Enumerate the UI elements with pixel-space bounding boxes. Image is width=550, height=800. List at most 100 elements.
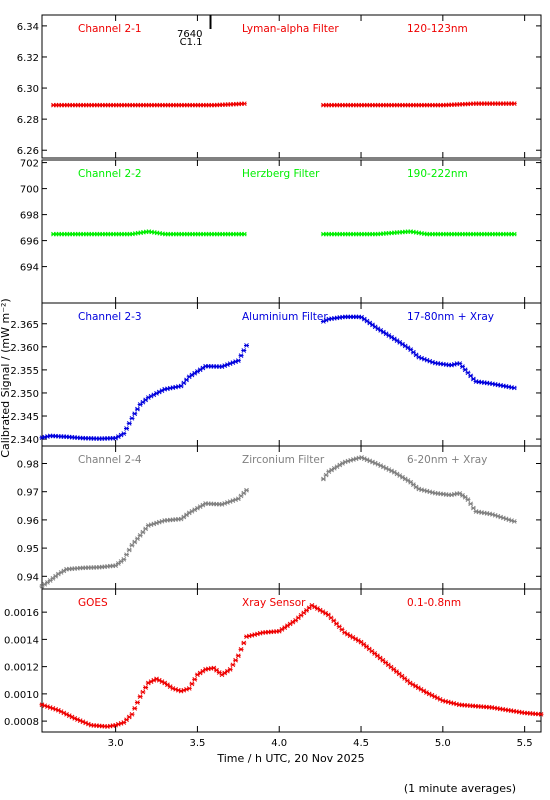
data-point xyxy=(230,662,236,668)
panel-filter-name: Herzberg Filter xyxy=(242,168,320,180)
data-point xyxy=(39,583,45,589)
data-series xyxy=(39,455,517,589)
panel-band: 0.1-0.8nm xyxy=(407,597,461,609)
y-tick-label: 6.34 xyxy=(17,22,39,33)
panel-goes: 0.0008 0.0010 0.0012 0.0014 0.0016 GOES Xray S… xyxy=(4,588,544,733)
panel-frame xyxy=(41,445,542,590)
y-tick-label: 0.0012 xyxy=(4,663,39,674)
data-point xyxy=(140,529,146,535)
panel-channel-name: Channel 2-2 xyxy=(78,168,142,180)
data-point xyxy=(244,343,250,348)
x-axis-ticks: 3.0 3.5 4.0 4.5 5.0 5.5 xyxy=(108,738,533,749)
data-point xyxy=(511,101,517,106)
flare-marker-id: 7640 xyxy=(177,29,202,40)
data-point xyxy=(241,231,247,237)
data-point xyxy=(137,533,143,538)
data-point xyxy=(134,700,140,705)
y-tick-label: 0.0016 xyxy=(4,608,39,619)
x-tick-label: 4.0 xyxy=(271,738,287,749)
data-point xyxy=(511,385,517,391)
y-tick-label: 2.350 xyxy=(10,389,39,400)
y-axis-label: Calibrated Signal / (mW m⁻²) xyxy=(0,298,12,457)
y-tick-label: 0.97 xyxy=(17,488,39,499)
y-tick-label: 0.0014 xyxy=(4,635,39,646)
data-point xyxy=(134,536,140,542)
y-tick-label: 2.360 xyxy=(10,343,39,354)
data-point xyxy=(538,711,544,717)
data-point xyxy=(132,706,138,711)
y-tick-label: 698 xyxy=(20,211,39,222)
panel-channel-2-3: 2.340 2.345 2.350 2.355 2.360 2.365 Channel 2-… xyxy=(10,302,542,447)
data-point xyxy=(143,526,149,532)
x-tick-label: 5.0 xyxy=(435,738,451,749)
panel-filter-name: Aluminium Filter xyxy=(242,311,328,323)
panel-band: 6-20nm + Xray xyxy=(407,454,487,466)
panel-channel-2-1: 6.26 6.28 6.30 6.32 6.34 Channel 2-1 Lyman-alp… xyxy=(17,14,542,159)
panel-channel-name: Channel 2-4 xyxy=(78,454,142,466)
data-point xyxy=(121,557,127,562)
y-tick-label: 0.98 xyxy=(17,459,39,470)
data-point xyxy=(132,539,138,545)
data-point xyxy=(320,476,326,482)
data-point xyxy=(227,666,233,672)
panel-channel-2-4: 0.94 0.95 0.96 0.97 0.98 Channel 2-4 Zirconium… xyxy=(17,445,542,590)
y-tick-label: 0.95 xyxy=(17,544,39,555)
data-point xyxy=(235,653,241,659)
data-series xyxy=(50,101,517,108)
y-tick-label: 6.30 xyxy=(17,84,39,95)
data-point xyxy=(372,324,378,330)
data-point xyxy=(189,681,195,687)
data-point xyxy=(241,640,247,646)
data-point xyxy=(241,348,247,353)
data-point xyxy=(126,421,132,426)
data-point xyxy=(361,316,367,322)
y-tick-label: 6.32 xyxy=(17,53,39,64)
panel-frame xyxy=(41,159,542,304)
panel-channel-name: Channel 2-3 xyxy=(78,311,142,323)
panel-channel-name: Channel 2-1 xyxy=(78,23,142,35)
panel-frame xyxy=(41,14,542,159)
data-point xyxy=(124,426,130,431)
data-point xyxy=(238,353,244,358)
data-point xyxy=(192,676,198,682)
data-point xyxy=(241,101,247,107)
data-point xyxy=(511,519,517,524)
data-point xyxy=(233,657,239,663)
panel-band: 120-123nm xyxy=(407,23,468,35)
panel-band: 190-222nm xyxy=(407,168,468,180)
x-tick-label: 4.5 xyxy=(353,738,369,749)
data-series xyxy=(50,229,517,237)
y-tick-label: 696 xyxy=(20,237,39,248)
y-tick-label: 694 xyxy=(20,263,39,274)
panels: 6.26 6.28 6.30 6.32 6.34 Channel 2-1 Lyman-alp… xyxy=(4,14,544,733)
data-series xyxy=(39,602,544,729)
data-series xyxy=(39,314,517,441)
data-point xyxy=(364,318,370,324)
y-tick-label: 0.0010 xyxy=(4,690,39,701)
data-point xyxy=(468,501,474,507)
y-tick-label: 2.355 xyxy=(10,366,39,377)
panel-channel-2-2: 694 696 698 700 702 Channel 2-2 Herzberg Filte… xyxy=(20,159,542,304)
data-point xyxy=(457,491,463,496)
data-point xyxy=(124,552,130,558)
y-tick-label: 6.28 xyxy=(17,115,39,126)
data-point xyxy=(143,685,149,690)
data-point xyxy=(359,314,365,320)
data-point xyxy=(235,358,241,364)
data-point xyxy=(459,493,465,498)
data-point xyxy=(129,711,135,717)
x-tick-label: 3.5 xyxy=(189,738,205,749)
data-point xyxy=(186,686,192,691)
data-point xyxy=(511,231,517,237)
data-point xyxy=(244,487,250,493)
data-point xyxy=(405,345,411,351)
y-tick-label: 700 xyxy=(20,185,39,196)
data-point xyxy=(134,406,140,412)
data-point xyxy=(42,581,48,587)
data-point xyxy=(129,542,135,548)
x-axis-label: Time / h UTC, 20 Nov 2025 xyxy=(216,752,364,765)
data-point xyxy=(465,497,471,502)
panel-filter-name: Lyman-alpha Filter xyxy=(242,23,339,35)
